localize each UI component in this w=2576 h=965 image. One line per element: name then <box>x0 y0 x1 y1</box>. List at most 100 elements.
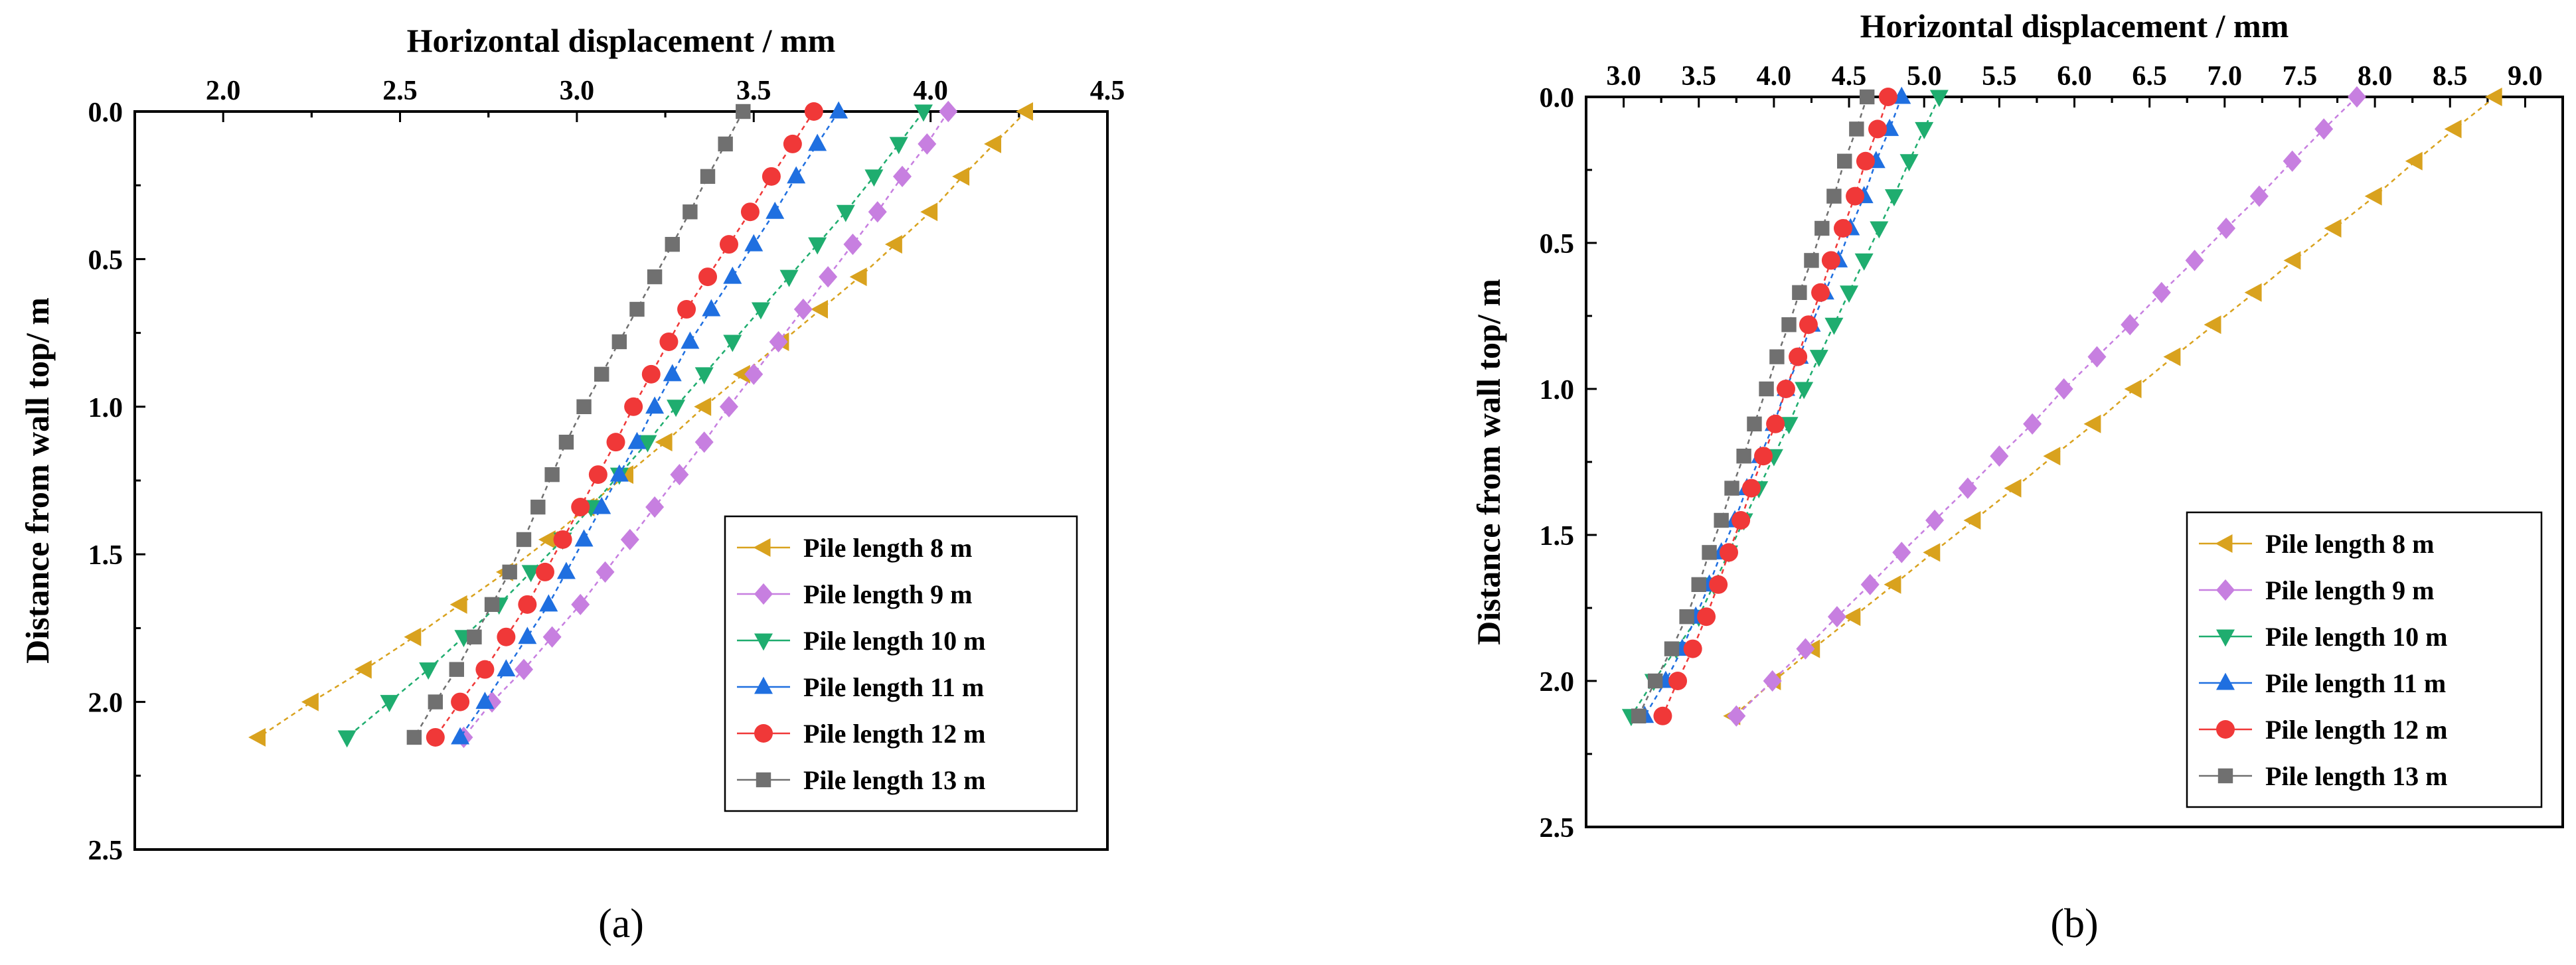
data-point <box>419 662 438 680</box>
data-point <box>1647 673 1663 689</box>
legend-item: Pile length 9 m <box>2199 575 2434 605</box>
data-point <box>804 102 823 121</box>
data-point <box>2283 251 2301 270</box>
data-point <box>530 499 546 515</box>
x-tick-label: 5.5 <box>1982 61 2017 92</box>
data-point <box>1714 512 1729 528</box>
y-tick-label: 2.5 <box>88 836 123 866</box>
data-point <box>2347 86 2366 108</box>
data-point <box>836 204 855 222</box>
data-point <box>542 626 562 648</box>
data-point <box>404 627 422 646</box>
x-tick-label: 6.0 <box>2057 61 2092 92</box>
x-tick-label: 8.5 <box>2433 61 2468 92</box>
data-point <box>2324 219 2342 238</box>
data-point <box>1727 705 1746 727</box>
legend-item: Pile length 11 m <box>737 672 984 702</box>
data-point <box>645 396 665 414</box>
data-point <box>521 565 540 583</box>
data-point <box>1811 283 1830 302</box>
data-point <box>627 431 647 449</box>
data-point <box>301 692 319 711</box>
x-tick-label: 6.5 <box>2132 61 2167 92</box>
data-point <box>641 364 661 384</box>
data-point <box>719 396 738 417</box>
data-point <box>1702 545 1717 560</box>
data-point <box>1766 414 1785 433</box>
data-point <box>783 134 802 153</box>
legend-label: Pile length 10 m <box>2265 622 2447 652</box>
data-point <box>952 167 970 186</box>
data-point <box>1821 251 1840 270</box>
data-point <box>426 727 445 747</box>
data-point <box>744 363 764 385</box>
data-point <box>451 692 470 711</box>
data-point <box>2217 217 2236 240</box>
data-point <box>1856 151 1875 171</box>
data-point <box>1691 577 1706 592</box>
data-point <box>1929 90 1949 108</box>
data-point <box>1878 88 1897 106</box>
data-point <box>694 367 714 385</box>
data-point <box>811 300 828 319</box>
data-point <box>2244 283 2262 302</box>
y-tick-label: 1.0 <box>88 393 123 423</box>
data-point <box>2023 413 2042 435</box>
legend-label: Pile length 9 m <box>2265 575 2434 605</box>
data-point <box>2087 346 2107 368</box>
legend: Pile length 8 m Pile length 9 m Pile lengt… <box>724 515 1078 812</box>
data-point <box>1840 285 1859 303</box>
legend-item: Pile length 10 m <box>2199 622 2447 652</box>
data-point <box>518 595 537 614</box>
data-point <box>592 496 611 514</box>
data-point <box>475 692 495 709</box>
x-tick-label: 3.5 <box>1681 61 1716 92</box>
x-axis-title: Horizontal displacement / mm <box>407 22 836 59</box>
x-tick-label: 4.0 <box>913 76 948 106</box>
data-point <box>620 528 639 551</box>
legend-label: Pile length 11 m <box>2265 668 2446 698</box>
data-point <box>1990 445 2009 467</box>
data-point <box>1843 607 1861 627</box>
legend-marker <box>2216 579 2235 601</box>
data-point <box>700 169 716 185</box>
data-point <box>248 727 266 747</box>
series-line <box>258 111 1027 739</box>
data-point <box>1925 509 1945 532</box>
data-point <box>1958 477 1977 499</box>
x-axis-title: Horizontal displacement / mm <box>1860 7 2289 44</box>
data-point <box>1796 638 1815 660</box>
data-point <box>588 465 607 484</box>
data-point <box>2121 314 2140 336</box>
data-point <box>683 204 698 220</box>
data-point <box>2054 378 2073 400</box>
y-tick-label: 1.5 <box>1540 521 1575 552</box>
data-point <box>475 660 495 679</box>
x-tick-label: 4.0 <box>1757 61 1792 92</box>
data-point <box>2405 151 2423 171</box>
data-point <box>571 593 590 615</box>
data-point <box>1679 609 1694 625</box>
legend-item: Pile length 8 m <box>737 533 972 563</box>
data-point <box>1664 641 1680 656</box>
data-point <box>1759 381 1774 397</box>
data-point <box>659 332 679 351</box>
data-point <box>2043 447 2061 466</box>
y-tick-label: 0.5 <box>1540 229 1575 260</box>
data-point <box>606 433 625 452</box>
legend-marker <box>754 583 773 605</box>
panel-label: (b) <box>2050 901 2098 946</box>
data-point <box>1731 511 1751 530</box>
data-point <box>2083 414 2101 433</box>
data-point <box>1849 121 1864 137</box>
legend-marker <box>756 772 771 788</box>
y-tick-label: 1.5 <box>88 540 123 571</box>
data-point <box>611 334 627 350</box>
data-point <box>939 100 958 123</box>
x-tick-label: 8.0 <box>2358 61 2393 92</box>
data-point <box>645 496 665 518</box>
series-line <box>1732 96 2496 717</box>
data-point <box>594 366 609 382</box>
data-point <box>2444 119 2462 139</box>
